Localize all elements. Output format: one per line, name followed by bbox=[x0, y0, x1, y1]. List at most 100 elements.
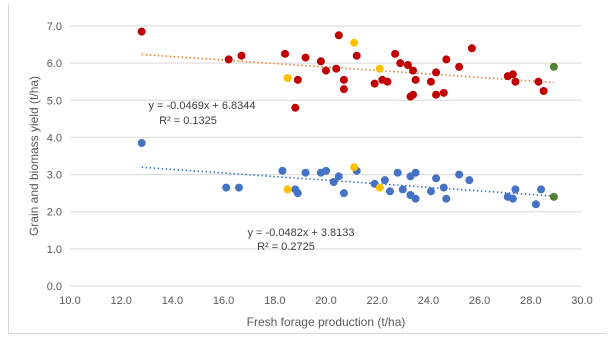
data-point-red bbox=[432, 90, 441, 99]
data-point-red bbox=[334, 31, 343, 40]
data-point-red bbox=[432, 68, 441, 77]
trendline-layer bbox=[141, 53, 554, 197]
data-point-yellow bbox=[375, 64, 384, 73]
grid-layer bbox=[70, 25, 582, 287]
data-point-red bbox=[370, 79, 379, 88]
data-point-red bbox=[539, 87, 548, 95]
data-point-red bbox=[339, 75, 348, 84]
data-point-blue bbox=[531, 200, 540, 209]
data-point-red bbox=[339, 85, 348, 94]
data-point-red bbox=[293, 75, 302, 84]
data-point-red bbox=[396, 59, 405, 68]
data-point-blue bbox=[380, 176, 389, 185]
x-tick-label: 16.0 bbox=[213, 295, 234, 307]
lower-trend-r2: R² = 0.2725 bbox=[257, 241, 315, 253]
chart-frame bbox=[8, 4, 606, 334]
point-layer bbox=[137, 27, 558, 209]
x-tick-label: 18.0 bbox=[264, 295, 285, 307]
upper-trend-r2: R² = 0.1325 bbox=[159, 115, 217, 127]
upper-trend-equation: y = -0.0469x + 6.8344 bbox=[148, 100, 255, 112]
data-point-red bbox=[409, 66, 418, 75]
data-point-red bbox=[332, 64, 341, 73]
data-point-blue bbox=[411, 194, 420, 203]
data-point-red bbox=[316, 57, 325, 66]
data-point-blue bbox=[432, 174, 441, 183]
x-tick-label: 10.0 bbox=[59, 295, 80, 307]
data-point-green bbox=[549, 192, 558, 201]
data-point-blue bbox=[411, 168, 420, 177]
x-tick-label: 24.0 bbox=[418, 295, 439, 307]
data-point-blue bbox=[537, 185, 546, 194]
data-point-blue bbox=[386, 187, 394, 196]
data-point-yellow bbox=[350, 38, 359, 47]
x-tick-label: 12.0 bbox=[110, 295, 131, 307]
y-tick-label: 3.0 bbox=[47, 170, 62, 182]
data-point-blue bbox=[278, 166, 287, 175]
data-point-blue bbox=[301, 168, 310, 177]
data-point-red bbox=[411, 75, 420, 84]
data-point-yellow bbox=[283, 74, 292, 82]
y-tick-label: 5.0 bbox=[47, 95, 62, 107]
data-point-blue bbox=[339, 189, 348, 198]
tick-layer: 0.0 1.0 2.0 3.0 4.0 5.0 6.0 7.0 10.0 12.0 14.0 16.0… bbox=[47, 21, 593, 307]
x-tick-label: 20.0 bbox=[315, 295, 336, 307]
data-point-red bbox=[322, 66, 330, 75]
y-tick-label: 1.0 bbox=[47, 244, 62, 256]
data-point-blue bbox=[393, 168, 402, 177]
trendline-0 bbox=[141, 53, 554, 84]
data-point-red bbox=[442, 55, 451, 64]
data-point-red bbox=[224, 55, 233, 64]
y-tick-label: 2.0 bbox=[47, 207, 62, 219]
equation-layer: y = -0.0469x + 6.8344 R² = 0.1325 y = -0… bbox=[148, 100, 354, 253]
data-point-blue bbox=[455, 170, 464, 179]
x-tick-label: 28.0 bbox=[520, 295, 541, 307]
data-point-blue bbox=[442, 194, 451, 203]
data-point-green bbox=[549, 62, 558, 71]
data-point-red bbox=[455, 62, 464, 71]
data-point-red bbox=[291, 103, 300, 112]
data-point-blue bbox=[234, 183, 243, 192]
data-point-red bbox=[352, 51, 361, 60]
data-point-red bbox=[383, 77, 392, 86]
data-point-red bbox=[237, 51, 246, 60]
x-tick-label: 22.0 bbox=[366, 295, 387, 307]
data-point-blue bbox=[137, 139, 146, 147]
data-point-yellow bbox=[283, 185, 292, 194]
data-point-red bbox=[439, 88, 448, 97]
data-point-yellow bbox=[350, 163, 359, 172]
y-tick-label: 4.0 bbox=[47, 132, 62, 144]
data-point-red bbox=[301, 53, 310, 62]
data-point-blue bbox=[426, 187, 435, 196]
data-point-red bbox=[403, 61, 412, 69]
data-point-blue bbox=[329, 178, 338, 186]
x-axis-label: Fresh forage production (t/ha) bbox=[247, 315, 406, 329]
y-tick-label: 6.0 bbox=[47, 58, 62, 70]
data-point-blue bbox=[465, 176, 474, 185]
data-point-blue bbox=[322, 166, 330, 175]
data-point-red bbox=[467, 44, 476, 53]
data-point-red bbox=[281, 49, 290, 58]
data-point-blue bbox=[334, 172, 343, 181]
data-point-blue bbox=[439, 183, 448, 192]
data-point-blue bbox=[398, 185, 407, 194]
trendline-1 bbox=[141, 166, 554, 197]
data-point-red bbox=[391, 49, 400, 58]
data-point-red bbox=[508, 70, 517, 79]
y-axis-label: Grain and biomass yield (t/ha) bbox=[27, 76, 41, 236]
data-point-red bbox=[511, 77, 520, 86]
x-tick-label: 26.0 bbox=[469, 295, 490, 307]
y-tick-label: 7.0 bbox=[47, 21, 62, 33]
data-point-blue bbox=[508, 194, 517, 203]
lower-trend-equation: y = -0.0482x + 3.8133 bbox=[247, 227, 354, 239]
data-point-yellow bbox=[375, 183, 384, 192]
data-point-red bbox=[426, 77, 435, 86]
data-point-red bbox=[409, 90, 418, 99]
data-point-blue bbox=[222, 183, 231, 192]
data-point-blue bbox=[511, 185, 520, 194]
x-tick-label: 14.0 bbox=[162, 295, 183, 307]
data-point-red bbox=[137, 27, 146, 36]
x-tick-label: 30.0 bbox=[571, 295, 592, 307]
data-point-blue bbox=[293, 189, 302, 198]
y-tick-label: 0.0 bbox=[47, 281, 62, 293]
